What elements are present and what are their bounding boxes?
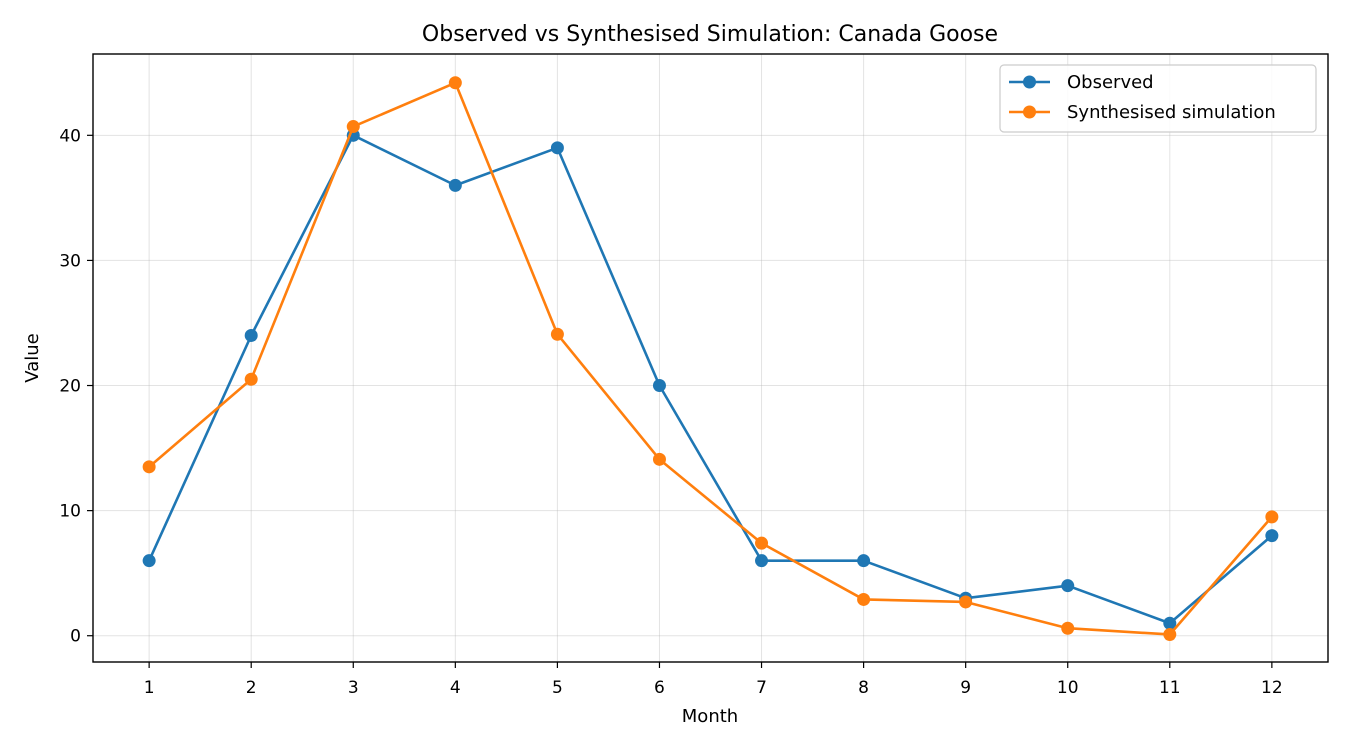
y-tick-label: 40 [59, 126, 81, 146]
data-point [142, 554, 156, 568]
series-0 [142, 128, 1279, 630]
data-point [1265, 510, 1279, 524]
x-tick-label: 8 [858, 678, 869, 698]
data-point [346, 120, 360, 134]
data-point [857, 554, 871, 568]
plot-area-frame [92, 53, 1329, 663]
series-1 [142, 76, 1279, 641]
x-tick-label: 7 [756, 678, 767, 698]
data-point [755, 536, 769, 550]
grid-lines [93, 54, 1328, 662]
x-tick-label: 4 [450, 678, 461, 698]
legend: Observed Synthesised simulation [999, 64, 1317, 133]
data-point [1163, 616, 1177, 630]
x-tick-label: 10 [1057, 678, 1079, 698]
data-point [244, 328, 258, 342]
legend-marker [1023, 75, 1036, 89]
data-point [448, 76, 462, 90]
x-tick-label: 5 [552, 678, 563, 698]
x-tick-label: 12 [1261, 678, 1283, 698]
y-tick-label: 0 [70, 627, 81, 647]
chart-title: Observed vs Synthesised Simulation: Cana… [422, 22, 998, 47]
series-line [148, 81, 1273, 636]
data-point [1061, 579, 1075, 593]
legend-item: Synthesised simulation [1009, 102, 1276, 123]
x-tick-label: 3 [348, 678, 359, 698]
data-point [755, 554, 769, 568]
series-line [147, 134, 1273, 625]
legend-label: Observed [1067, 72, 1154, 93]
x-tick-label: 11 [1159, 678, 1181, 698]
data-point [1061, 621, 1075, 635]
x-tick-label: 9 [960, 678, 971, 698]
y-axis-label: Value [22, 333, 43, 382]
legend-item: Observed [1009, 72, 1154, 93]
data-point [550, 141, 564, 155]
x-tick-label: 1 [144, 678, 155, 698]
data-point [857, 592, 871, 606]
series-layer [142, 76, 1279, 641]
data-point [142, 460, 156, 474]
x-tick-label: 6 [654, 678, 665, 698]
data-point [652, 452, 666, 466]
data-point [1265, 529, 1279, 543]
data-point [244, 372, 258, 386]
y-tick-label: 30 [59, 251, 81, 271]
x-tick-label: 2 [246, 678, 257, 698]
x-axis-label: Month [682, 706, 738, 727]
legend-frame [999, 64, 1317, 133]
legend-label: Synthesised simulation [1067, 102, 1276, 123]
y-tick-label: 10 [59, 502, 81, 522]
y-tick-label: 20 [59, 377, 81, 397]
legend-marker [1023, 105, 1036, 119]
data-point [448, 178, 462, 192]
data-point [959, 595, 973, 609]
data-point [550, 327, 564, 341]
data-point [1163, 627, 1177, 641]
data-point [652, 379, 666, 393]
